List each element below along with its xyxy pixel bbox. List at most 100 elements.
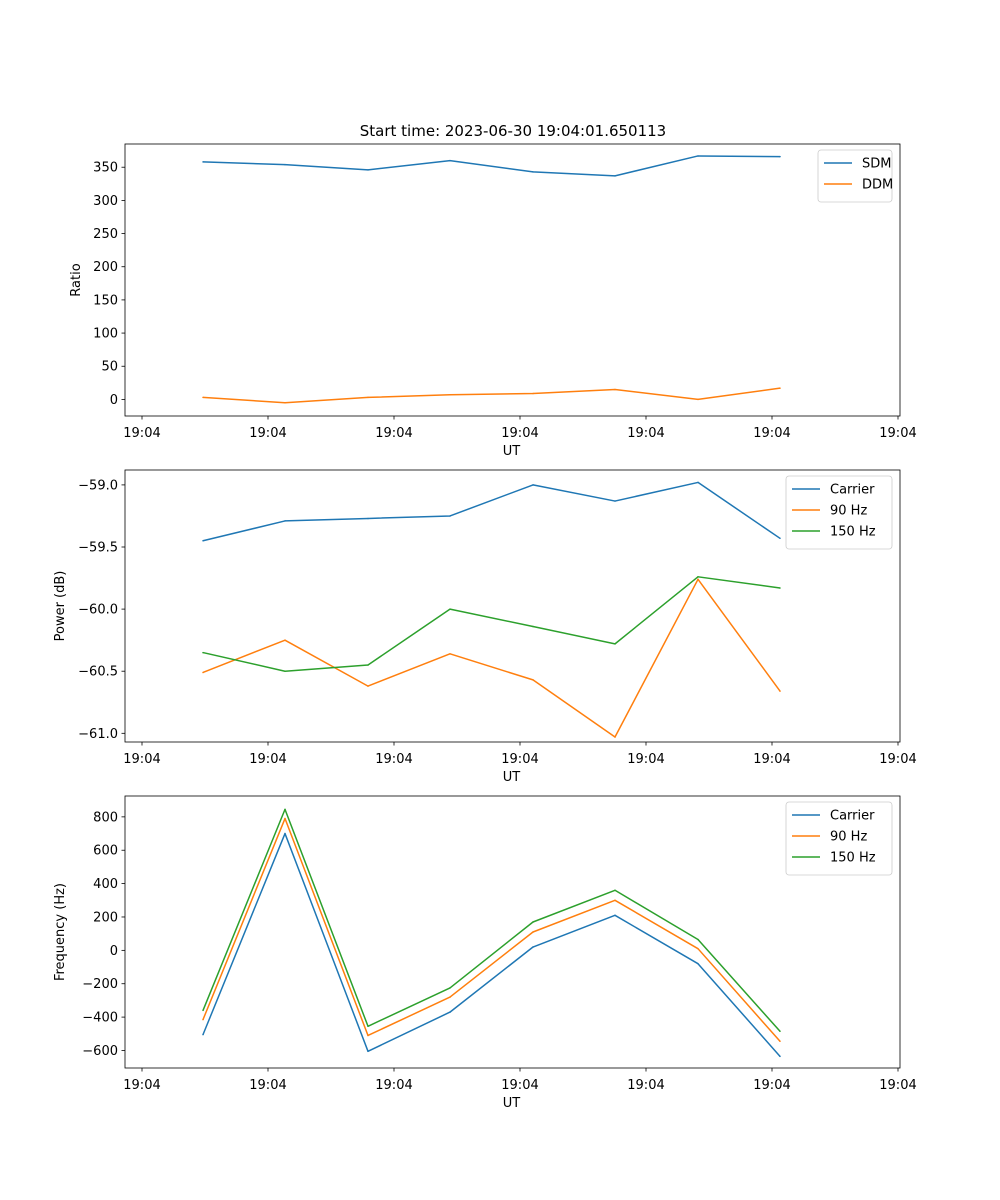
x-tick-label: 19:04 — [249, 752, 286, 767]
data-point — [614, 914, 616, 917]
data-point — [284, 808, 286, 811]
data-point — [614, 736, 616, 738]
data-point — [202, 396, 204, 399]
y-tick-label: 400 — [93, 877, 118, 892]
y-tick-label: −60.5 — [78, 665, 118, 680]
data-point — [779, 587, 781, 589]
y-tick-label: −59.5 — [78, 541, 118, 556]
figure-title: Start time: 2023-06-30 19:04:01.650113 — [360, 122, 666, 140]
y-tick-label: −61.0 — [78, 727, 118, 742]
series-line-carrier — [202, 481, 781, 542]
series-line-150-hz — [202, 576, 781, 672]
x-tick-label: 19:04 — [375, 752, 412, 767]
series-line-150-hz — [202, 808, 781, 1032]
data-point — [284, 163, 286, 166]
data-point — [367, 1034, 369, 1037]
y-tick-label: 350 — [93, 161, 118, 176]
y-tick-label: −60.0 — [78, 603, 118, 618]
x-tick-label: 19:04 — [249, 1078, 286, 1093]
legend: SDM DDM — [817, 149, 893, 203]
data-point — [449, 987, 451, 989]
x-tick-label: 19:04 — [123, 1078, 160, 1093]
data-point — [367, 664, 369, 666]
x-tick-label: 19:04 — [879, 426, 916, 441]
x-tick-label: 19:04 — [501, 426, 538, 441]
data-point — [449, 608, 451, 610]
x-tick-label: 19:04 — [627, 426, 664, 441]
y-tick-label: 0 — [110, 393, 118, 408]
data-point — [532, 625, 534, 628]
data-point — [449, 159, 451, 162]
data-point — [779, 155, 781, 158]
x-tick-label: 19:04 — [375, 426, 412, 441]
data-point — [449, 515, 451, 517]
series-line-carrier — [202, 832, 781, 1057]
y-tick-label: 50 — [101, 360, 118, 375]
data-point — [284, 401, 286, 404]
x-tick-label: 19:04 — [753, 752, 790, 767]
data-point — [532, 946, 534, 948]
panels: 0 50 100 150 200 250 300 350 19:04 19:04 19:04 19:0… — [53, 143, 917, 1111]
y-tick-label: −600 — [82, 1044, 118, 1059]
x-axis-label: UT — [503, 770, 521, 785]
data-point — [449, 996, 451, 998]
data-point — [284, 817, 286, 820]
x-axis-label: UT — [503, 444, 521, 459]
x-tick-label: 19:04 — [879, 752, 916, 767]
y-tick-label: −200 — [82, 977, 118, 992]
y-tick-label: 800 — [93, 810, 118, 825]
data-point — [614, 899, 616, 902]
data-point — [614, 388, 616, 391]
data-point — [532, 171, 534, 173]
y-axis-label: Frequency (Hz) — [53, 883, 68, 981]
data-point — [697, 947, 699, 950]
data-point — [697, 962, 699, 965]
data-point — [284, 670, 286, 672]
data-point — [614, 175, 616, 177]
legend-label: 90 Hz — [830, 504, 867, 519]
plot-frame — [124, 795, 901, 1069]
y-tick-label: −400 — [82, 1011, 118, 1026]
data-point — [697, 481, 699, 484]
legend-label: Carrier — [830, 483, 875, 498]
data-point — [697, 576, 699, 578]
x-tick-label: 19:04 — [879, 1078, 916, 1093]
data-point — [202, 1009, 204, 1012]
y-tick-label: −59.0 — [78, 478, 118, 493]
y-tick-label: 100 — [93, 327, 118, 342]
data-point — [367, 685, 369, 687]
data-point — [779, 537, 781, 540]
data-point — [532, 392, 534, 395]
legend-label: 150 Hz — [830, 851, 876, 866]
panel-2: −61.0 −60.5 −60.0 −59.5 −59.0 19:04 19:04 19:04… — [53, 469, 917, 785]
x-tick-label: 19:04 — [627, 1078, 664, 1093]
data-point — [779, 1055, 781, 1058]
data-point — [284, 832, 286, 835]
series-line-90-hz — [202, 578, 781, 738]
x-tick-label: 19:04 — [123, 752, 160, 767]
y-axis-label: Power (dB) — [53, 571, 68, 642]
legend-label: 90 Hz — [830, 830, 867, 845]
x-axis-label: UT — [503, 1096, 521, 1111]
legend-label: SDM — [862, 157, 891, 172]
data-point — [779, 1040, 781, 1043]
data-point — [697, 155, 699, 157]
data-point — [779, 387, 781, 389]
y-tick-label: 300 — [93, 194, 118, 209]
data-point — [449, 653, 451, 655]
series-line-ddm — [202, 387, 781, 404]
data-point — [779, 690, 781, 692]
data-point — [532, 484, 534, 486]
data-point — [367, 169, 369, 171]
data-point — [614, 500, 616, 502]
x-tick-label: 19:04 — [501, 752, 538, 767]
y-axis-label: Ratio — [69, 263, 84, 296]
y-tick-label: 0 — [110, 944, 118, 959]
data-point — [284, 639, 286, 641]
x-tick-label: 19:04 — [375, 1078, 412, 1093]
y-tick-label: 200 — [93, 260, 118, 275]
x-tick-label: 19:04 — [753, 1078, 790, 1093]
data-point — [697, 398, 699, 401]
legend: Carrier 90 Hz 150 Hz — [785, 801, 893, 876]
